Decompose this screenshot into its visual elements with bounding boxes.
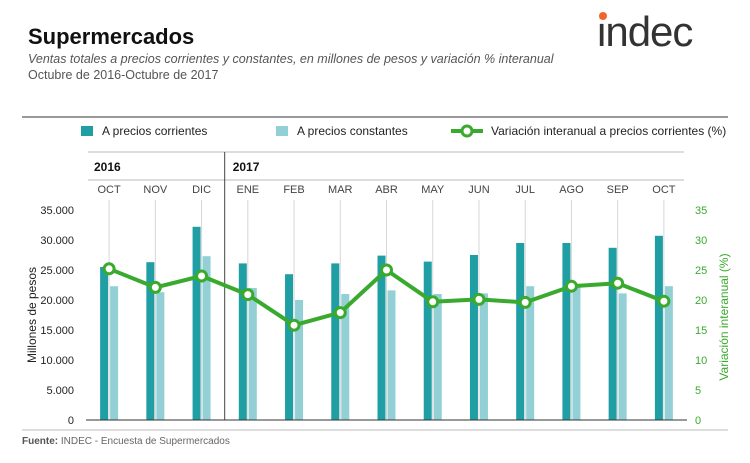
y-tick-right: 5 <box>695 385 701 397</box>
month-label: ENE <box>236 184 259 196</box>
y-tick-left: 35.000 <box>40 205 74 217</box>
y-tick-left: 20.000 <box>40 295 74 307</box>
y-tick-left: 25.000 <box>40 265 74 277</box>
bar-corrientes <box>377 255 386 420</box>
y-axis-label-right: Variación interanual (%) <box>717 253 731 380</box>
y-tick-right: 25 <box>695 265 707 277</box>
bar-corrientes <box>516 243 525 420</box>
month-label: MAR <box>328 184 353 196</box>
legend-label-corrientes: A precios corrientes <box>102 124 207 138</box>
y-tick-right: 20 <box>695 295 707 307</box>
source-label: Fuente: <box>22 436 59 447</box>
month-label: OCT <box>97 184 121 196</box>
bar-corrientes <box>654 235 663 420</box>
bar-corrientes <box>192 226 201 420</box>
bar-constantes <box>248 288 257 420</box>
point-variacion <box>472 292 486 306</box>
point-variacion <box>564 279 578 293</box>
legend-label-constantes: A precios constantes <box>297 124 408 138</box>
bar-corrientes <box>146 262 155 420</box>
y-tick-right: 10 <box>695 355 707 367</box>
bar-constantes <box>110 286 119 420</box>
y-tick-left: 5.000 <box>46 385 74 397</box>
bar-corrientes <box>562 243 571 420</box>
point-variacion <box>657 294 671 308</box>
bar-corrientes <box>469 255 478 420</box>
y-axis-label-left: Millones de pesos <box>25 267 39 363</box>
month-label: OCT <box>652 184 676 196</box>
bar-constantes <box>433 294 442 420</box>
month-label: FEB <box>283 184 304 196</box>
point-variacion <box>380 263 393 277</box>
bar-constantes <box>618 293 627 420</box>
month-label: MAY <box>421 184 445 196</box>
year-label-2016: 2016 <box>94 160 121 174</box>
legend-swatch-constantes <box>276 126 288 136</box>
bar-constantes <box>479 293 488 420</box>
legend-marker-variacion <box>460 124 474 138</box>
bar-constantes <box>295 300 304 420</box>
bar-constantes <box>572 286 581 420</box>
y-tick-left: 15.000 <box>40 325 74 337</box>
y-tick-right: 35 <box>695 205 707 217</box>
indec-logo: indec <box>597 10 693 54</box>
chart-title: Supermercados <box>28 24 195 49</box>
bar-corrientes <box>331 263 340 420</box>
bar-corrientes <box>285 274 294 420</box>
month-label: DIC <box>192 184 211 196</box>
y-tick-left: 30.000 <box>40 235 74 247</box>
chart-period: Octubre de 2016-Octubre de 2017 <box>28 68 219 82</box>
bar-corrientes <box>608 247 617 420</box>
year-label-2017: 2017 <box>233 160 260 174</box>
month-label: NOV <box>143 184 168 196</box>
bar-constantes <box>526 286 535 420</box>
point-variacion <box>195 269 209 283</box>
source-note: Fuente: INDEC - Encuesta de Supermercado… <box>22 436 230 447</box>
logo-text: indec <box>597 10 692 54</box>
point-variacion <box>426 295 440 309</box>
legend-swatch-corrientes <box>81 126 93 136</box>
bar-constantes <box>341 294 350 420</box>
bar-corrientes <box>423 261 432 420</box>
point-variacion <box>333 306 347 320</box>
bar-corrientes <box>238 263 247 420</box>
point-variacion <box>102 262 116 276</box>
point-variacion <box>611 276 625 290</box>
chart-subtitle: Ventas totales a precios corrientes y co… <box>28 52 554 66</box>
point-variacion <box>518 295 532 309</box>
month-label: JUL <box>515 184 535 196</box>
y-tick-left: 0 <box>68 415 74 427</box>
month-label: ABR <box>375 184 398 196</box>
y-tick-left: 10.000 <box>40 355 74 367</box>
y-tick-right: 0 <box>695 415 701 427</box>
bar-constantes <box>387 290 396 420</box>
logo-dot <box>599 12 607 20</box>
point-variacion <box>148 280 162 294</box>
y-tick-right: 30 <box>695 235 707 247</box>
bar-constantes <box>664 286 673 420</box>
point-variacion <box>287 318 301 332</box>
point-variacion <box>241 288 255 302</box>
month-label: AGO <box>559 184 584 196</box>
y-tick-right: 15 <box>695 325 707 337</box>
month-label: SEP <box>607 184 629 196</box>
legend-label-variacion: Variación interanual a precios corriente… <box>491 124 726 138</box>
month-label: JUN <box>468 184 489 196</box>
bar-constantes <box>202 256 211 420</box>
bar-constantes <box>156 292 165 420</box>
bar-corrientes <box>100 267 109 420</box>
source-text: INDEC - Encuesta de Supermercados <box>60 436 230 447</box>
